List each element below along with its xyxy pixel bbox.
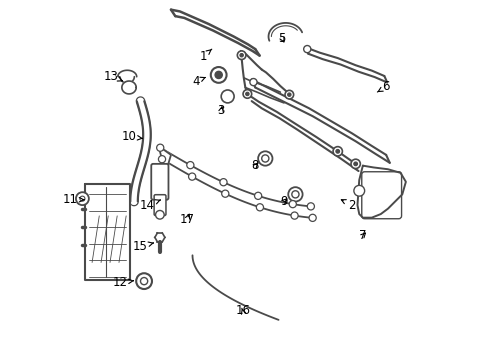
Text: 13: 13 [104,69,122,82]
Circle shape [215,71,222,78]
Text: 12: 12 [113,276,133,289]
Circle shape [136,273,152,289]
FancyBboxPatch shape [151,164,168,200]
Circle shape [221,190,228,197]
Circle shape [291,191,298,198]
Polygon shape [158,146,171,173]
Circle shape [308,214,316,221]
Circle shape [256,204,263,211]
Circle shape [156,144,163,151]
Text: 14: 14 [140,199,160,212]
Circle shape [158,156,165,163]
Circle shape [245,92,248,96]
Circle shape [186,162,194,169]
Polygon shape [118,70,137,83]
Circle shape [155,211,164,219]
Text: 17: 17 [179,213,194,226]
Text: 9: 9 [280,195,287,208]
Circle shape [335,149,339,153]
Circle shape [261,155,268,162]
Circle shape [221,90,234,103]
Text: 4: 4 [192,75,205,88]
Circle shape [288,201,296,208]
Circle shape [306,203,314,210]
Text: 16: 16 [235,305,250,318]
Text: 2: 2 [341,199,355,212]
Circle shape [80,196,85,201]
Circle shape [285,90,293,99]
Text: 15: 15 [133,240,153,253]
Text: 8: 8 [251,159,259,172]
Text: 11: 11 [62,193,83,206]
Circle shape [243,90,251,98]
Polygon shape [357,166,405,218]
Text: 5: 5 [278,32,285,45]
Circle shape [350,159,360,168]
Circle shape [188,173,195,180]
Text: 10: 10 [122,130,142,144]
Circle shape [240,54,243,57]
Circle shape [140,278,147,285]
Circle shape [287,187,302,202]
Circle shape [249,78,257,86]
FancyBboxPatch shape [154,195,165,216]
Polygon shape [122,81,136,94]
Circle shape [290,212,298,219]
Text: 7: 7 [359,229,366,242]
Circle shape [210,67,226,83]
Text: 1: 1 [199,49,211,63]
Circle shape [303,45,310,53]
Circle shape [254,192,261,199]
Circle shape [353,185,364,196]
Circle shape [220,179,226,186]
Polygon shape [268,23,302,41]
Circle shape [332,147,342,156]
Circle shape [76,192,89,205]
Text: 3: 3 [217,104,224,117]
Circle shape [237,51,245,59]
Polygon shape [85,184,129,280]
Circle shape [287,93,290,96]
Circle shape [353,162,357,166]
Circle shape [258,151,272,166]
Text: 6: 6 [377,80,389,93]
